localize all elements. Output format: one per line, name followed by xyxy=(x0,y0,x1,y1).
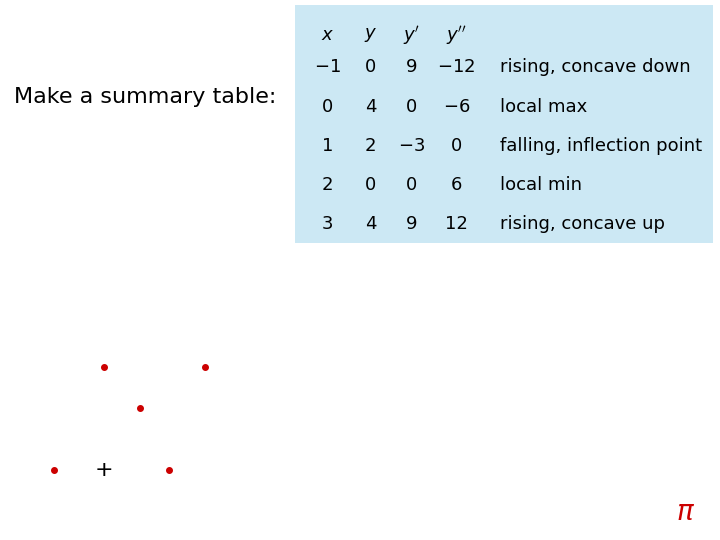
Text: falling, inflection point: falling, inflection point xyxy=(500,137,703,155)
Text: $-3$: $-3$ xyxy=(398,137,426,155)
Text: 2: 2 xyxy=(365,137,377,155)
Text: Make a summary table:: Make a summary table: xyxy=(14,87,276,107)
FancyBboxPatch shape xyxy=(295,5,713,243)
Text: 12: 12 xyxy=(445,215,468,233)
Text: 0: 0 xyxy=(365,58,377,77)
Text: 0: 0 xyxy=(406,176,418,194)
Text: +: + xyxy=(95,460,114,480)
Text: 0: 0 xyxy=(322,98,333,116)
Text: $y'$: $y'$ xyxy=(403,24,420,46)
Text: 6: 6 xyxy=(451,176,462,194)
Text: $-6$: $-6$ xyxy=(443,98,470,116)
Text: 4: 4 xyxy=(365,215,377,233)
Text: 2: 2 xyxy=(322,176,333,194)
Text: 3: 3 xyxy=(322,215,333,233)
Text: rising, concave up: rising, concave up xyxy=(500,215,665,233)
Text: 9: 9 xyxy=(406,215,418,233)
Text: $\pi$: $\pi$ xyxy=(676,498,695,526)
Text: $-1$: $-1$ xyxy=(314,58,341,77)
Text: $y$: $y$ xyxy=(364,26,377,44)
Text: 0: 0 xyxy=(406,98,418,116)
Text: 1: 1 xyxy=(322,137,333,155)
Text: $x$: $x$ xyxy=(321,26,334,44)
Text: rising, concave down: rising, concave down xyxy=(500,58,691,77)
Text: 0: 0 xyxy=(451,137,462,155)
Text: local min: local min xyxy=(500,176,582,194)
Text: local max: local max xyxy=(500,98,588,116)
Text: 4: 4 xyxy=(365,98,377,116)
Text: $y^{\prime\prime}$: $y^{\prime\prime}$ xyxy=(446,24,467,46)
Text: 9: 9 xyxy=(406,58,418,77)
Text: $-12$: $-12$ xyxy=(437,58,476,77)
Text: 0: 0 xyxy=(365,176,377,194)
